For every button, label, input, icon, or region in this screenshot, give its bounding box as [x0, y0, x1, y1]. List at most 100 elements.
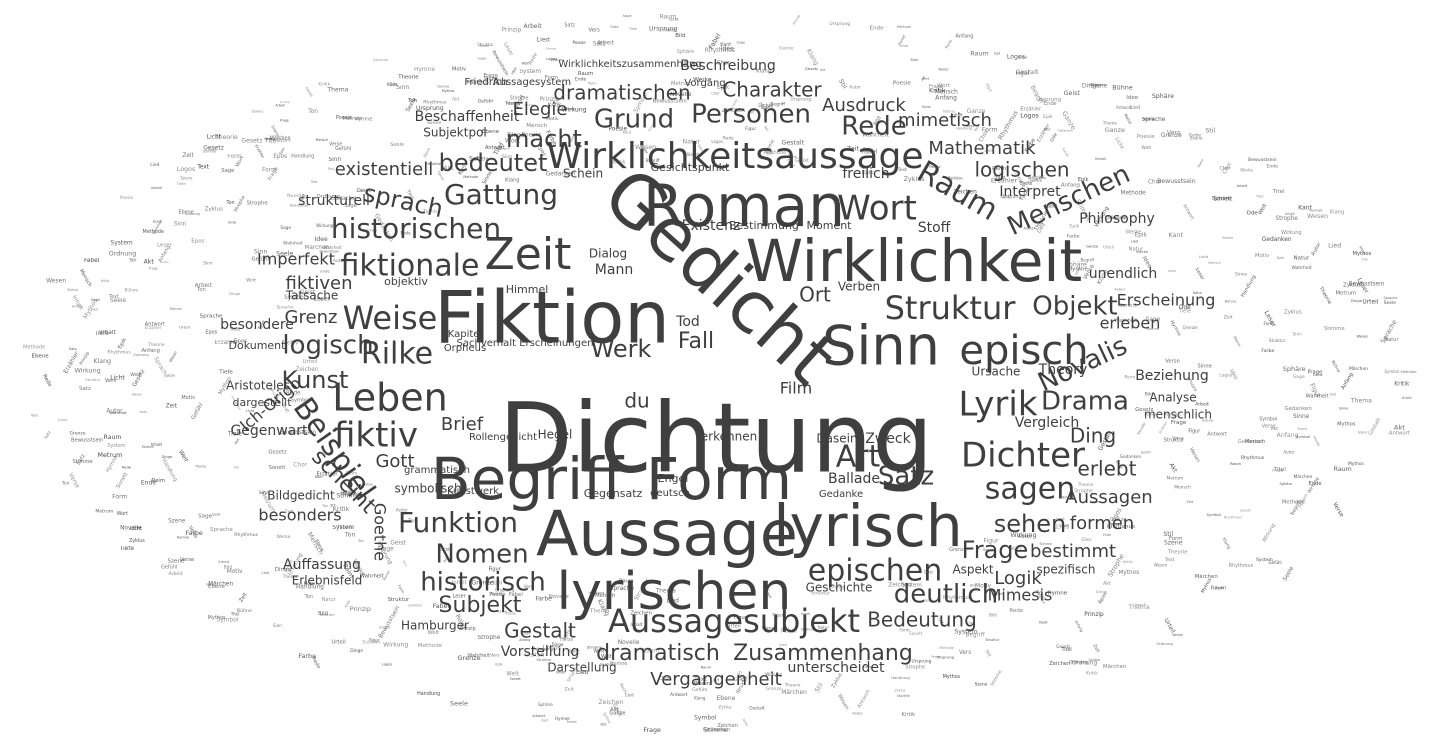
cloud-filler-word: Licht — [246, 409, 254, 413]
cloud-filler-word: Gesetz — [1135, 407, 1153, 413]
cloud-filler-word: Logos — [1059, 524, 1069, 528]
cloud-filler-word: Poesie — [489, 592, 505, 598]
cloud-filler-word: Leser — [314, 295, 331, 302]
cloud-filler-word: Figur — [772, 613, 783, 619]
cloud-word: Leben — [332, 376, 447, 420]
cloud-filler-word: Methode — [418, 643, 443, 649]
cloud-filler-word: Reim — [1215, 586, 1224, 590]
cloud-filler-word: Antwort — [670, 692, 688, 698]
cloud-word: dramatisch — [596, 641, 720, 666]
cloud-filler-word: System — [954, 629, 977, 636]
cloud-filler-word: Welt — [428, 630, 439, 636]
cloud-filler-word: Rede — [41, 374, 53, 388]
cloud-filler-word: Wirkung — [1281, 230, 1302, 236]
cloud-filler-word: Geist — [795, 158, 809, 164]
cloud-word: macht — [506, 125, 582, 153]
cloud-filler-word: Ode — [1361, 257, 1368, 261]
cloud-filler-word: Gefühl — [478, 99, 493, 105]
cloud-filler-word: Wirkung — [561, 107, 586, 114]
cloud-word: Theory — [1038, 362, 1088, 378]
cloud-filler-word: Idee — [779, 643, 788, 647]
cloud-filler-word: Vers — [1167, 129, 1181, 136]
cloud-word: Sachverhalt Erscheinungen — [457, 338, 594, 349]
cloud-filler-word: Motiv — [546, 116, 559, 122]
cloud-filler-word: Farbe — [298, 652, 316, 660]
cloud-filler-word: Lied — [923, 599, 930, 603]
cloud-filler-word: Idee — [510, 66, 518, 75]
cloud-word: unendlich — [1089, 266, 1157, 282]
cloud-filler-word: Gefühl — [251, 257, 268, 263]
cloud-filler-word: Ebene — [31, 353, 49, 359]
cloud-filler-word: Bewusstsein — [71, 438, 103, 444]
cloud-filler-word: System — [902, 582, 922, 588]
cloud-filler-word: Satz — [469, 155, 483, 163]
cloud-filler-word: Prinzip — [78, 351, 91, 367]
cloud-filler-word: Zeichen — [717, 723, 737, 729]
cloud-filler-word: Dinge — [1096, 589, 1108, 594]
cloud-filler-word: Stil — [1163, 531, 1173, 538]
cloud-filler-word: Sinn — [502, 154, 512, 160]
cloud-filler-word: Mensch — [316, 138, 329, 142]
cloud-filler-word: Ordnung — [109, 251, 136, 258]
cloud-filler-word: System — [284, 558, 294, 572]
cloud-filler-word: Seele — [390, 142, 404, 148]
cloud-filler-word: Märchen — [272, 391, 283, 406]
cloud-filler-word: Sprache — [1142, 117, 1166, 123]
cloud-filler-word: Ordnung — [1072, 661, 1098, 667]
cloud-filler-word: Prinzip — [1312, 435, 1321, 446]
cloud-filler-word: Gedanken — [1262, 237, 1292, 243]
cloud-filler-word: Zeichen — [598, 699, 623, 706]
cloud-filler-word: Epos — [205, 330, 217, 336]
cloud-filler-word: Sphäre — [1279, 482, 1292, 486]
cloud-word: Gedanke — [819, 489, 863, 500]
cloud-filler-word: Licht — [996, 592, 1004, 596]
cloud-filler-word: Seele — [276, 251, 293, 258]
cloud-filler-word: Bühne — [1331, 359, 1342, 373]
cloud-filler-word: Szene — [1190, 136, 1203, 142]
cloud-filler-word: Leser — [157, 242, 173, 248]
cloud-filler-word: Autor — [479, 44, 489, 48]
cloud-filler-word: Begriff — [1081, 258, 1095, 263]
cloud-filler-word: Strophe — [1074, 488, 1093, 494]
cloud-word: spezifisch — [1037, 563, 1096, 577]
cloud-filler-word: Handlung — [426, 162, 444, 166]
cloud-filler-word: Idee — [1126, 95, 1138, 101]
cloud-filler-word: Wort — [235, 155, 246, 168]
cloud-filler-word: Ton — [225, 200, 234, 206]
cloud-filler-word: Hymne — [610, 661, 627, 667]
cloud-filler-word: Grenze — [766, 686, 782, 692]
cloud-word: menschlich — [1144, 408, 1212, 422]
cloud-filler-word: Sinn — [328, 157, 341, 163]
cloud-filler-word: Novelle — [120, 526, 142, 532]
cloud-filler-word: Bewusstsein — [378, 605, 401, 640]
cloud-filler-word: Ode — [1120, 216, 1128, 220]
cloud-filler-word: Bewusstsein — [1248, 157, 1277, 163]
cloud-filler-word: Poesie — [893, 80, 912, 86]
cloud-filler-word: Stimme — [510, 96, 529, 102]
cloud-filler-word: Ton — [407, 518, 416, 524]
cloud-filler-word: Theorie — [1317, 285, 1332, 306]
cloud-filler-word: System — [107, 443, 125, 449]
cloud-filler-word: Welt — [601, 654, 612, 660]
cloud-word: Fiktion — [434, 276, 670, 360]
cloud-filler-word: Novelle — [897, 694, 910, 698]
cloud-filler-word: Ordnung — [268, 384, 279, 399]
cloud-filler-word: Wesen — [132, 392, 143, 396]
cloud-filler-word: Motiv — [562, 627, 574, 642]
cloud-filler-word: Gefühl — [1269, 560, 1282, 565]
cloud-filler-word: Symbol — [291, 398, 310, 404]
cloud-filler-word: Wahrheit — [324, 245, 342, 250]
cloud-filler-word: Prinzip — [459, 626, 475, 632]
cloud-word: unterscheidet — [788, 660, 885, 676]
cloud-filler-word: Ode — [1105, 216, 1117, 222]
cloud-filler-word: Fabel — [433, 603, 450, 610]
cloud-filler-word: Sage — [736, 41, 745, 45]
cloud-filler-word: Epos — [764, 588, 773, 599]
cloud-filler-word: Kant — [541, 718, 549, 722]
cloud-word: Rilke — [361, 337, 433, 372]
cloud-filler-word: Raum — [1230, 461, 1241, 466]
cloud-filler-word: Hymne — [1168, 319, 1182, 337]
cloud-filler-word: Text — [108, 294, 119, 300]
cloud-filler-word: Sinne — [1197, 363, 1211, 369]
cloud-word: erleben — [1100, 314, 1161, 333]
